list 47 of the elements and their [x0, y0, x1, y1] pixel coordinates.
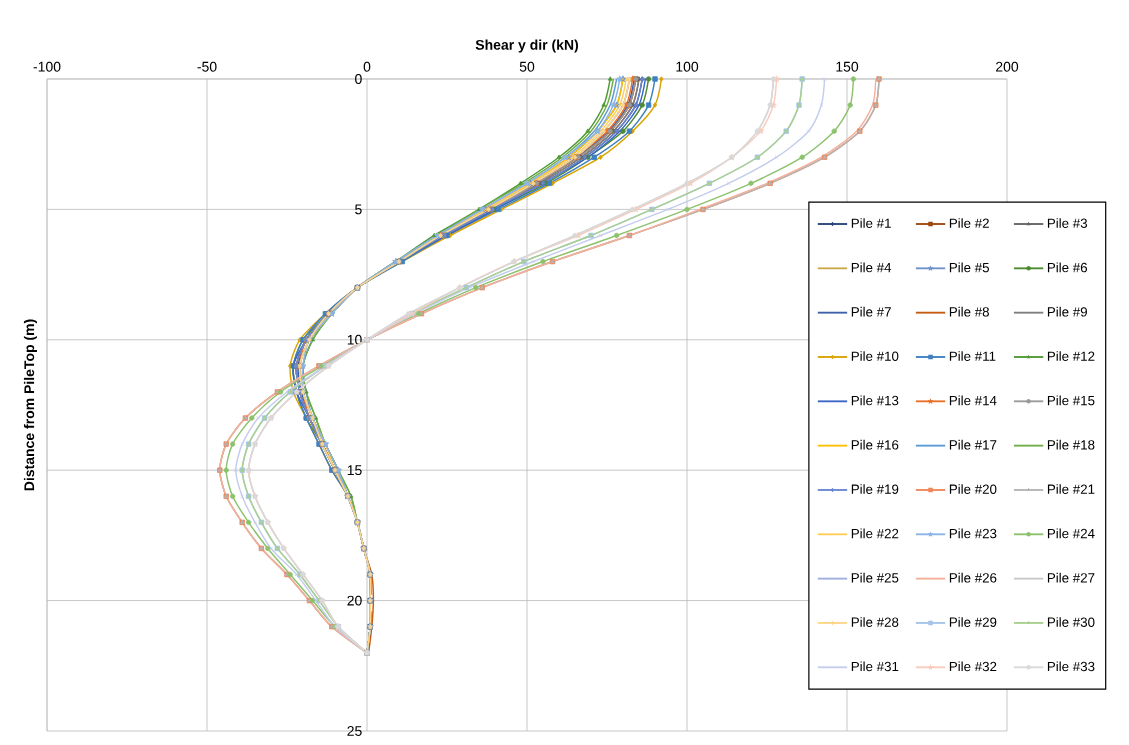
- legend-label: Pile #13: [851, 395, 899, 406]
- legend-label: Pile #18: [1047, 439, 1095, 450]
- legend-label: Pile #2: [949, 218, 989, 228]
- legend-label: Pile #27: [1047, 572, 1095, 583]
- x-tick-label: -100: [33, 61, 61, 72]
- legend-label: Pile #9: [1047, 306, 1087, 317]
- legend-label: Pile #17: [949, 439, 997, 450]
- legend-label: Pile #25: [851, 572, 899, 583]
- legend-label: Pile #3: [1047, 218, 1088, 228]
- y-tick-label: 0: [355, 74, 362, 84]
- legend-label: Pile #23: [949, 528, 997, 539]
- legend-label: Pile #4: [851, 262, 892, 273]
- y-tick-label: 15: [347, 465, 362, 476]
- legend-label: Pile #31: [851, 661, 899, 672]
- legend-label: Pile #1: [851, 218, 891, 228]
- legend-label: Pile #12: [1047, 351, 1095, 361]
- y-tick-label: 5: [355, 204, 362, 215]
- x-tick-label: 200: [996, 61, 1019, 72]
- x-tick-label: 150: [836, 61, 859, 72]
- legend-label: Pile #6: [1047, 262, 1088, 273]
- x-axis-title: Shear y dir (kN): [475, 39, 579, 53]
- legend-label: Pile #21: [1047, 484, 1095, 494]
- legend-label: Pile #33: [1047, 661, 1095, 672]
- legend-label: Pile #32: [949, 661, 997, 672]
- x-tick-label: -50: [197, 61, 217, 72]
- legend-label: Pile #5: [949, 262, 989, 273]
- x-tick-label: 50: [519, 61, 535, 72]
- legend-label: Pile #19: [851, 484, 899, 494]
- y-tick-label: 25: [347, 726, 362, 736]
- legend-label: Pile #16: [851, 439, 899, 450]
- x-tick-label: 0: [363, 61, 371, 72]
- legend-label: Pile #24: [1047, 528, 1095, 539]
- legend-label: Pile #26: [949, 572, 997, 583]
- legend-label: Pile #11: [949, 351, 996, 361]
- y-axis-title: Distance from PileTop (m): [23, 319, 37, 491]
- legend-label: Pile #10: [851, 351, 899, 361]
- legend-label: Pile #20: [949, 484, 997, 494]
- legend-label: Pile #14: [949, 395, 997, 406]
- legend-label: Pile #30: [1047, 617, 1095, 627]
- legend-label: Pile #28: [851, 617, 899, 627]
- legend-label: Pile #22: [851, 528, 899, 539]
- x-tick-label: 100: [676, 61, 699, 72]
- legend-label: Pile #7: [851, 306, 891, 317]
- y-tick-label: 20: [347, 595, 362, 606]
- legend-label: Pile #8: [949, 306, 989, 317]
- legend-label: Pile #15: [1047, 395, 1095, 406]
- legend-label: Pile #29: [949, 617, 997, 627]
